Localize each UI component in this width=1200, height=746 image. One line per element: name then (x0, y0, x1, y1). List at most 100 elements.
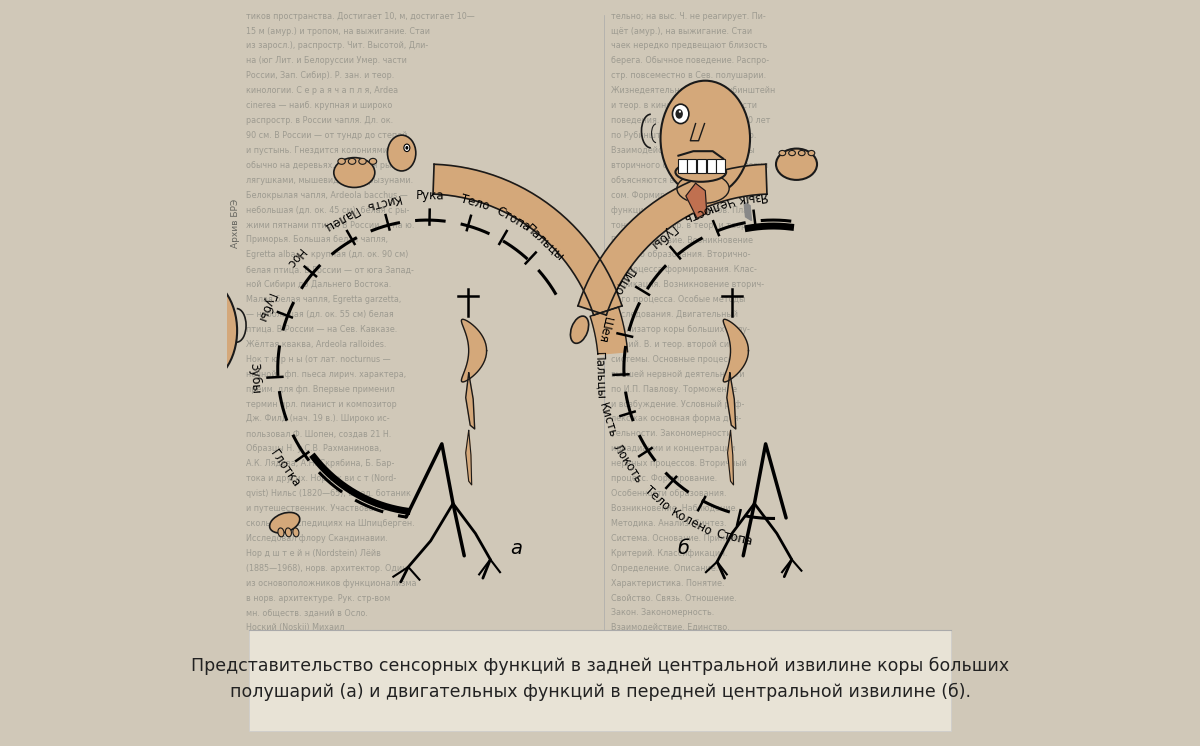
Ellipse shape (779, 151, 786, 156)
Text: ной Сибири до Дальнего Востока.: ной Сибири до Дальнего Востока. (246, 280, 391, 289)
Text: 90 см. В России — от тундр до степей: 90 см. В России — от тундр до степей (246, 131, 407, 140)
Text: б: б (678, 539, 690, 558)
Text: Свойство. Связь. Отношение.: Свойство. Связь. Отношение. (611, 594, 737, 603)
Text: Взаимодействие. Единство.: Взаимодействие. Единство. (611, 624, 730, 633)
Text: на (юг Лит. и Белоруссии Умер. части: на (юг Лит. и Белоруссии Умер. части (246, 57, 407, 66)
Text: ночной), фп. пьеса лирич. характера,: ночной), фп. пьеса лирич. характера, (246, 370, 406, 379)
Text: пользовал Ф. Шопен, создав 21 Н.: пользовал Ф. Шопен, создав 21 Н. (246, 430, 391, 439)
Text: Лицо: Лицо (611, 263, 638, 297)
Ellipse shape (359, 158, 366, 164)
Text: Локоть: Локоть (611, 442, 646, 486)
Ellipse shape (174, 361, 222, 395)
Text: Нор д ш т е й н (Nordstein) Лёйв: Нор д ш т е й н (Nordstein) Лёйв (246, 549, 380, 558)
Ellipse shape (348, 158, 356, 164)
Text: сификация. Возникновение вторич-: сификация. Возникновение вторич- (611, 280, 764, 289)
Text: Исследовал флору Скандинавии.: Исследовал флору Скандинавии. (246, 534, 388, 543)
Ellipse shape (788, 151, 796, 156)
Text: объясняются вторичным процес-: объясняются вторичным процес- (611, 176, 752, 185)
FancyBboxPatch shape (209, 355, 218, 369)
Text: Тело: Тело (458, 192, 491, 213)
Ellipse shape (798, 151, 805, 156)
Text: (1885—1968), норв. архитектор. Один: (1885—1968), норв. архитектор. Один (246, 564, 407, 573)
Polygon shape (433, 164, 622, 315)
Ellipse shape (158, 277, 238, 385)
Text: вторичного образования. Кинологии: вторичного образования. Кинологии (611, 161, 768, 170)
Ellipse shape (212, 302, 221, 312)
Text: Взаимодействие. Особые методы: Взаимодействие. Особые методы (611, 146, 755, 155)
Text: белая птица. В России — от юга Запад-: белая птица. В России — от юга Запад- (246, 266, 414, 275)
FancyBboxPatch shape (250, 630, 950, 731)
Ellipse shape (293, 528, 299, 537)
Text: а: а (510, 539, 522, 558)
Polygon shape (466, 373, 475, 429)
Text: обычно на деревьях. Питается рыбой,: обычно на деревьях. Питается рыбой, (246, 161, 409, 170)
Text: из заросл.), распростр. Чит. Высотой, Дли-: из заросл.), распростр. Чит. Высотой, Дл… (246, 42, 428, 51)
Text: Критерий. Классификация.: Критерий. Классификация. (611, 549, 727, 558)
Ellipse shape (388, 135, 416, 171)
Text: лекс как основная форма дея-: лекс как основная форма дея- (611, 415, 742, 424)
Text: тельно; на выс. Ч. не реагирует. Пи-: тельно; на выс. Ч. не реагирует. Пи- (611, 12, 766, 21)
Text: лягушками, мышевидными грызунами.: лягушками, мышевидными грызунами. (246, 176, 413, 185)
Text: Стопа: Стопа (494, 204, 533, 234)
Ellipse shape (404, 144, 410, 151)
Text: Приморья. Большая белая чапля,: Приморья. Большая белая чапля, (246, 236, 388, 245)
Text: Губы: Губы (646, 222, 678, 251)
Polygon shape (462, 319, 487, 382)
FancyBboxPatch shape (179, 400, 193, 412)
Ellipse shape (370, 158, 377, 164)
Text: Нос: Нос (282, 245, 306, 271)
Text: и возбуждение. Условный реф-: и возбуждение. Условный реф- (611, 400, 744, 409)
Ellipse shape (270, 513, 300, 533)
Text: и путешественник. Участвовал в не-: и путешественник. Участвовал в не- (246, 504, 401, 513)
FancyBboxPatch shape (198, 355, 208, 369)
Text: А.К. Лядова, А.Н. Скрябина, Б. Бар-: А.К. Лядова, А.Н. Скрябина, Б. Бар- (246, 460, 394, 468)
Text: стр. повсеместно в Сев. полушарии.: стр. повсеместно в Сев. полушарии. (611, 72, 767, 81)
Text: иррадиации и концентрации: иррадиации и концентрации (611, 445, 736, 454)
Text: Колено: Колено (668, 506, 715, 539)
Ellipse shape (216, 304, 218, 306)
Text: Образцы Н. у С.В. Рахманинова,: Образцы Н. у С.В. Рахманинова, (246, 445, 382, 454)
Text: берега. Обычное поведение. Распро-: берега. Обычное поведение. Распро- (611, 57, 769, 66)
Text: Рука: Рука (415, 189, 444, 203)
Ellipse shape (678, 160, 724, 173)
Text: из основоположников функционализма: из основоположников функционализма (246, 579, 416, 588)
FancyBboxPatch shape (197, 400, 212, 412)
Text: анализатор коры больших полу-: анализатор коры больших полу- (611, 325, 750, 334)
Ellipse shape (570, 316, 589, 343)
Text: Особенности образования.: Особенности образования. (611, 489, 727, 498)
Text: Жёлтая кваква, Ardeola ralloides.: Жёлтая кваква, Ardeola ralloides. (246, 340, 386, 349)
Text: распростр. в России чапля. Дл. ок.: распростр. в России чапля. Дл. ок. (246, 116, 392, 125)
Text: полушарий (а) и двигательных функций в передней центральной извилине (б).: полушарий (а) и двигательных функций в п… (229, 683, 971, 701)
Text: Дж. Филд (нач. 19 в.). Широко ис-: Дж. Филд (нач. 19 в.). Широко ис- (246, 415, 389, 424)
Text: щёт (амур.), на выжигание. Стаи: щёт (амур.), на выжигание. Стаи (611, 27, 752, 36)
Text: Жизнедеятельность. С.Л. Рубинштейн: Жизнедеятельность. С.Л. Рубинштейн (611, 87, 775, 95)
Text: сом. Формирование двигательной: сом. Формирование двигательной (611, 191, 758, 200)
Ellipse shape (672, 104, 689, 124)
Text: Возникновение. Наблюдение.: Возникновение. Наблюдение. (611, 504, 738, 513)
Text: Пальцы: Пальцы (523, 222, 566, 264)
Text: нервных процессов. Вторичный: нервных процессов. Вторичный (611, 460, 748, 468)
FancyBboxPatch shape (187, 355, 197, 369)
Ellipse shape (679, 110, 682, 113)
Ellipse shape (278, 528, 284, 537)
Text: Зубы: Зубы (247, 363, 262, 394)
Text: тельности. Закономерности: тельности. Закономерности (611, 430, 732, 439)
Ellipse shape (677, 174, 730, 204)
Text: второго образования. Вторично-: второго образования. Вторично- (611, 251, 751, 260)
Polygon shape (590, 307, 628, 354)
Text: Методика. Анализ. Синтез.: Методика. Анализ. Синтез. (611, 519, 727, 528)
FancyBboxPatch shape (716, 160, 726, 173)
Text: — небольшая (дл. ок. 55 см) белая: — небольшая (дл. ок. 55 см) белая (246, 310, 394, 319)
Ellipse shape (187, 387, 209, 408)
Ellipse shape (406, 146, 408, 150)
FancyBboxPatch shape (178, 355, 187, 369)
Text: по И.П. Павлову. Торможение: по И.П. Павлову. Торможение (611, 385, 737, 394)
Text: Малая белая чапля, Egretta garzetta,: Малая белая чапля, Egretta garzetta, (246, 295, 401, 304)
Polygon shape (727, 430, 733, 485)
Polygon shape (578, 164, 767, 315)
Text: скольких экспедициях на Шпицберген.: скольких экспедициях на Шпицберген. (246, 519, 414, 528)
Ellipse shape (206, 297, 223, 316)
Polygon shape (727, 373, 736, 429)
Text: тиков пространства. Достигает 10, м, достигает 10—: тиков пространства. Достигает 10, м, дос… (246, 12, 474, 21)
Text: го процесса формирования. Клас-: го процесса формирования. Клас- (611, 266, 757, 275)
